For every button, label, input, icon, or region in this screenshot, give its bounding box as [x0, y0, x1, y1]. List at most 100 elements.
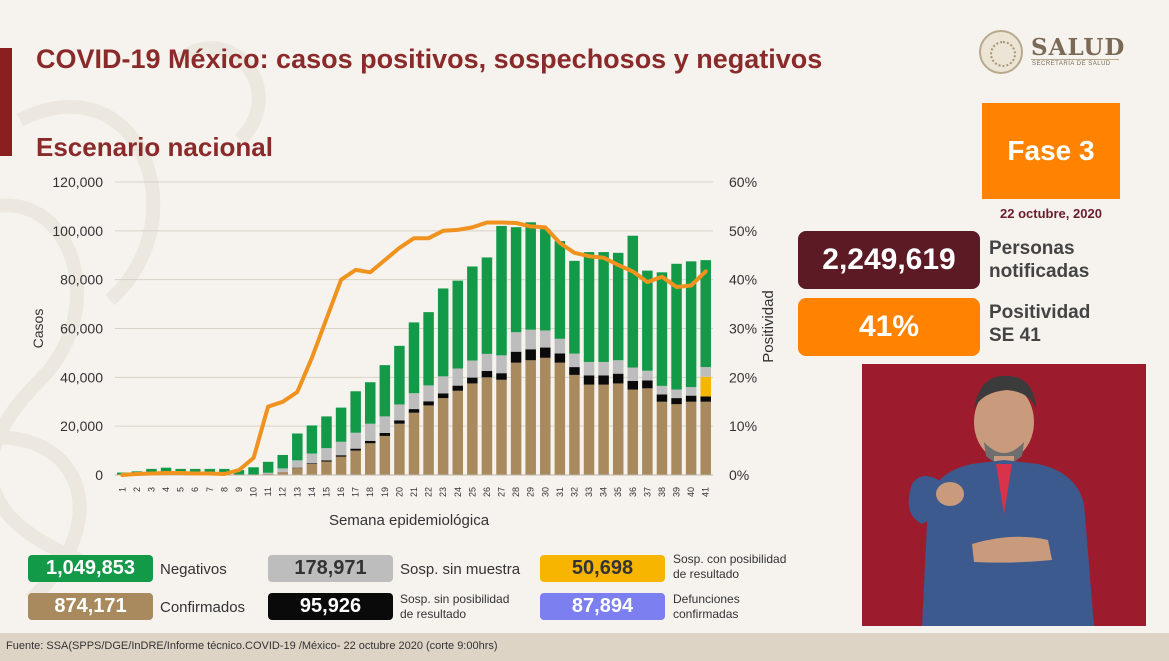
legend-negativos-value: 1,049,853: [28, 555, 153, 582]
bar-segment: [612, 373, 624, 384]
x-tick-label: 9: [234, 487, 244, 492]
bar-segment: [408, 393, 420, 410]
bar-segment: [350, 450, 361, 475]
legend-sosp-con-posibilidad-label: Sosp. con posibilidad de resultado: [673, 552, 786, 582]
legend-sosp-con-posibilidad-line2: de resultado: [673, 567, 740, 581]
page-subtitle: Escenario nacional: [36, 132, 273, 162]
title-accent-strip: [0, 48, 12, 156]
legend-sosp-sin-posibilidad-line1: Sosp. sin posibilidad: [400, 592, 510, 606]
bar-segment: [700, 396, 711, 402]
bar-segment: [642, 380, 653, 389]
bar-segment: [481, 377, 493, 475]
x-tick-label: 39: [672, 487, 682, 497]
bar-segment: [394, 404, 405, 421]
bar-segment: [554, 338, 566, 354]
positivity-label-line2: SE 41: [989, 325, 1041, 346]
bar-segment: [583, 252, 595, 362]
bar-segment: [656, 385, 668, 395]
bar-segment: [525, 222, 536, 330]
bar-segment: [700, 376, 711, 397]
phase-badge: Fase 3: [982, 103, 1120, 199]
bar-segment: [335, 441, 347, 456]
legend-confirmados-value: 874,171: [28, 593, 153, 620]
x-tick-label: 23: [438, 487, 448, 497]
y2-axis-title: Positividad: [760, 290, 777, 363]
x-tick-label: 33: [584, 487, 594, 497]
x-tick-label: 19: [380, 487, 390, 497]
y-tick-label: 100,000: [52, 223, 103, 239]
bar-segment: [452, 390, 464, 475]
bar-segment: [700, 367, 711, 377]
y2-tick-label: 50%: [729, 223, 757, 239]
bar-segment: [671, 398, 682, 405]
bar-segment: [408, 412, 420, 475]
x-tick-label: 1: [117, 487, 127, 492]
bar-segment: [335, 456, 347, 475]
bar-segment: [379, 416, 391, 434]
legend-sosp-con-posibilidad-value: 50,698: [540, 555, 665, 582]
bar-segment: [467, 360, 478, 378]
bar-segment: [379, 365, 391, 417]
bar-segment: [569, 260, 580, 354]
bar-segment: [452, 280, 464, 369]
bar-segment: [671, 389, 682, 399]
bar-segment: [467, 383, 478, 475]
bar-segment: [394, 345, 405, 405]
bar-segment: [452, 368, 464, 386]
bar-segment: [554, 362, 566, 475]
bar-segment: [598, 375, 609, 385]
bar-segment: [627, 380, 639, 390]
x-tick-label: 14: [307, 487, 317, 497]
notified-label: Personas notificadas: [989, 237, 1089, 283]
x-tick-label: 31: [555, 487, 565, 497]
interpreter-figure: [908, 375, 1094, 626]
notified-label-line2: notificadas: [989, 261, 1090, 282]
bar-segment: [292, 460, 303, 468]
bar-segment: [481, 353, 493, 371]
bar-segment: [306, 425, 318, 454]
bar-segment: [656, 394, 668, 402]
bar-segment: [642, 270, 653, 371]
x-tick-label: 20: [394, 487, 404, 497]
x-tick-label: 36: [628, 487, 638, 497]
bar-segment: [364, 423, 376, 441]
bar-segment: [335, 407, 347, 442]
bar-segment: [525, 349, 536, 361]
bar-segment: [700, 260, 711, 368]
bar-segment: [248, 467, 259, 475]
bar-segment: [350, 448, 361, 451]
bar-segment: [321, 416, 332, 449]
bar-segment: [408, 322, 420, 394]
bar-segment: [364, 443, 376, 475]
x-tick-label: 26: [482, 487, 492, 497]
x-tick-label: 29: [526, 487, 536, 497]
bar-segment: [437, 398, 449, 475]
x-tick-label: 25: [467, 487, 477, 497]
bar-segment: [306, 453, 318, 464]
notified-label-line1: Personas: [989, 238, 1075, 259]
bar-segment: [467, 266, 478, 361]
x-tick-label: 38: [657, 487, 667, 497]
x-tick-label: 17: [351, 487, 361, 497]
x-tick-label: 2: [132, 487, 142, 492]
bar-segment: [685, 395, 697, 402]
bar-segment: [525, 329, 536, 350]
x-tick-label: 4: [161, 487, 171, 492]
y-tick-label: 120,000: [52, 174, 103, 190]
bar-segment: [510, 227, 522, 333]
bar-segment: [583, 361, 595, 376]
x-tick-label: 30: [540, 487, 550, 497]
bar-segment: [525, 360, 536, 475]
bar-segment: [642, 370, 653, 381]
bar-segment: [423, 405, 434, 475]
legend-sosp-sin-posibilidad-value: 95,926: [268, 593, 393, 620]
legend-sosp-con-posibilidad-line1: Sosp. con posibilidad: [673, 552, 787, 566]
bar-segment: [540, 357, 551, 475]
x-tick-label: 16: [336, 487, 346, 497]
legend-defunciones-line1: Defunciones: [673, 592, 740, 606]
positivity-label: Positividad SE 41: [989, 301, 1090, 347]
y-tick-label: 40,000: [60, 369, 103, 385]
x-axis-title: Semana epidemiológica: [329, 512, 490, 529]
